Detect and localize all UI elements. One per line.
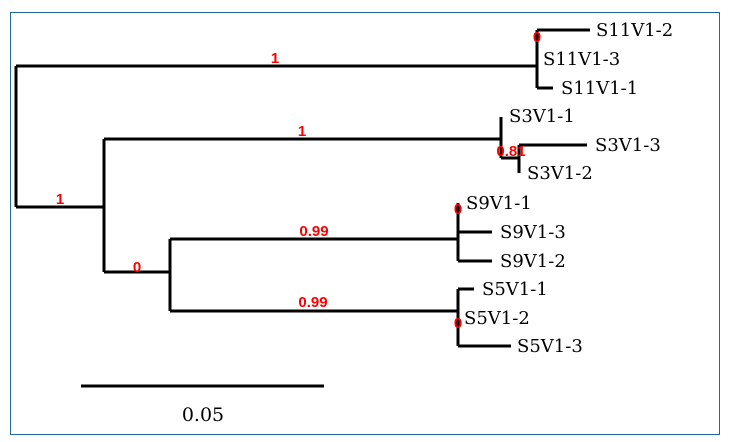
support-label: 0: [454, 315, 462, 332]
support-label: 0.99: [299, 223, 328, 240]
tip-label: S3V1-3: [595, 135, 661, 156]
branches: [14, 28, 590, 388]
support-label: 1: [298, 123, 306, 140]
tip-label: S5V1-3: [517, 336, 583, 357]
tip-label: S9V1-3: [500, 222, 566, 243]
tip-label: S3V1-1: [509, 106, 575, 127]
support-label: 0: [533, 29, 541, 46]
tip-label: S11V1-3: [543, 49, 620, 70]
support-label: 0.99: [298, 294, 327, 311]
support-label: 0.81: [496, 143, 525, 160]
tip-label: S11V1-1: [561, 78, 638, 99]
support-label: 0: [133, 259, 141, 276]
support-label: 1: [56, 191, 64, 208]
support-values: 1 0 1 1 0.81 0 0.99 0 0.99 0: [56, 29, 541, 332]
support-label: 0: [454, 201, 462, 218]
tip-label: S9V1-2: [500, 251, 566, 272]
tip-label: S3V1-2: [527, 163, 593, 184]
frame: [10, 12, 720, 435]
support-label: 1: [271, 50, 279, 67]
scale-bar-label: 0.05: [182, 404, 224, 426]
tip-label: S5V1-1: [482, 279, 548, 300]
tip-label: S11V1-2: [596, 20, 673, 41]
tip-label: S9V1-1: [466, 193, 532, 214]
tip-labels: S11V1-2 S11V1-3 S11V1-1 S3V1-1 S3V1-3 S3…: [464, 20, 673, 357]
tip-label: S5V1-2: [464, 308, 530, 329]
